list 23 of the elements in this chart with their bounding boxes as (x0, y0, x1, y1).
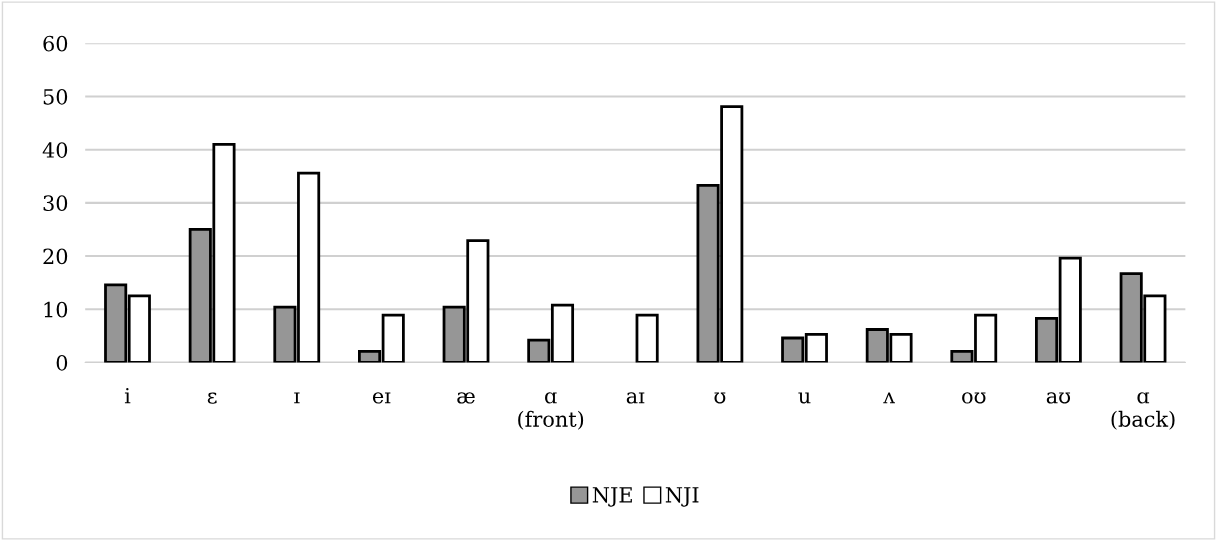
x-tick-label: u (798, 392, 811, 404)
x-tick-label: ʊ (714, 392, 726, 404)
x-tick-label: ʌ (883, 392, 895, 404)
legend-label: NJI (665, 487, 699, 507)
x-tick-label: aʊ (1046, 392, 1071, 404)
y-tick-label: 10 (44, 301, 68, 318)
x-tick-label: ɪ (294, 392, 300, 404)
x-tick-label: ɛ (207, 392, 217, 404)
x-tick-label: ɑ (front) (518, 392, 584, 430)
y-tick-label: 30 (43, 195, 68, 212)
bar (635, 313, 659, 363)
y-tick-label: 60 (43, 35, 68, 52)
y-tick-label: 20 (43, 248, 68, 265)
x-tick-label: eɪ (372, 392, 391, 404)
legend-label: NJE (592, 487, 632, 507)
x-tick-label: aɪ (626, 392, 645, 404)
y-tick-label: 50 (43, 88, 68, 105)
x-tick-label: oʊ (962, 392, 986, 404)
x-tick-label: ɑ (back) (1111, 392, 1175, 430)
y-tick-label: 40 (42, 142, 68, 158)
y-tick-label: 0 (56, 354, 68, 371)
x-tick-label: æ (457, 392, 475, 404)
x-tick-label: i (124, 387, 131, 404)
